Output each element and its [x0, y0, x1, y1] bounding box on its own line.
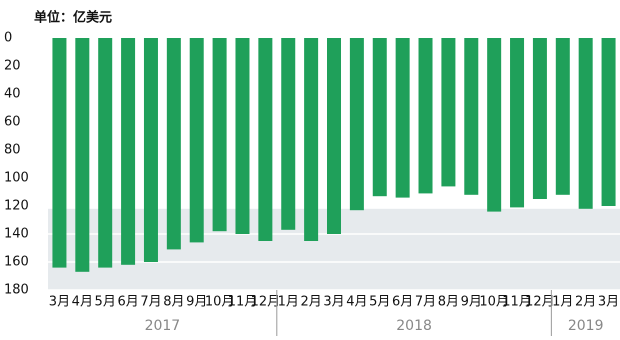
- x-tick-label: 1月: [552, 295, 573, 310]
- y-tick-label: 60: [4, 115, 21, 130]
- bar: [327, 38, 341, 234]
- x-tick-label: 7月: [140, 295, 161, 310]
- x-tick-label: 11月: [502, 295, 532, 310]
- x-tick-label: 4月: [72, 295, 93, 310]
- y-tick-label: 160: [4, 255, 29, 270]
- bar: [510, 38, 525, 208]
- x-tick-label: 12月: [251, 295, 281, 310]
- year-label: 2018: [396, 318, 432, 334]
- x-tick-label: 1月: [278, 295, 299, 310]
- bar: [75, 38, 90, 272]
- bar: [52, 38, 67, 268]
- x-tick-label: 6月: [117, 295, 138, 310]
- x-tick-label: 2月: [300, 295, 321, 310]
- x-tick-label: 3月: [323, 295, 344, 310]
- bar: [555, 38, 570, 195]
- x-tick-label: 3月: [49, 295, 70, 310]
- bar: [487, 38, 502, 212]
- bar: [189, 38, 204, 243]
- x-tick-label: 9月: [461, 295, 482, 310]
- y-tick-label: 140: [4, 227, 29, 242]
- x-tick-label: 10月: [205, 295, 235, 310]
- x-tick-label: 8月: [163, 295, 184, 310]
- x-tick-label: 5月: [95, 295, 116, 310]
- chart-title: 单位：亿美元: [34, 10, 112, 26]
- bar: [578, 38, 593, 209]
- y-tick-label: 180: [4, 283, 29, 298]
- bar: [212, 38, 227, 232]
- y-tick-label: 120: [4, 199, 29, 214]
- bar: [349, 38, 364, 211]
- bar: [395, 38, 410, 198]
- x-tick-label: 5月: [369, 295, 390, 310]
- x-tick-label: 11月: [228, 295, 258, 310]
- x-tick-label: 12月: [525, 295, 555, 310]
- bar: [532, 38, 547, 199]
- year-label: 2017: [145, 318, 181, 334]
- y-tick-label: 80: [4, 143, 21, 158]
- x-tick-label: 10月: [479, 295, 509, 310]
- y-tick-label: 40: [4, 87, 21, 102]
- bar: [235, 38, 250, 234]
- x-tick-label: 9月: [186, 295, 207, 310]
- y-tick-label: 0: [4, 31, 12, 46]
- year-label: 2019: [568, 318, 604, 334]
- bar: [166, 38, 181, 250]
- bar: [121, 38, 136, 265]
- y-tick-label: 20: [4, 59, 21, 74]
- bar: [441, 38, 456, 187]
- bar: [304, 38, 319, 241]
- x-tick-label: 6月: [392, 295, 413, 310]
- bar: [601, 38, 616, 206]
- bar: [258, 38, 273, 241]
- x-tick-label: 7月: [415, 295, 436, 310]
- x-tick-label: 3月: [598, 295, 619, 310]
- bar: [143, 38, 158, 262]
- bar: [372, 38, 387, 197]
- bar: [464, 38, 479, 195]
- x-tick-label: 8月: [438, 295, 459, 310]
- bar: [418, 38, 433, 194]
- x-tick-label: 2月: [575, 295, 596, 310]
- bar: [281, 38, 296, 230]
- bar: [98, 38, 113, 268]
- x-tick-label: 4月: [346, 295, 367, 310]
- y-tick-label: 100: [4, 171, 29, 186]
